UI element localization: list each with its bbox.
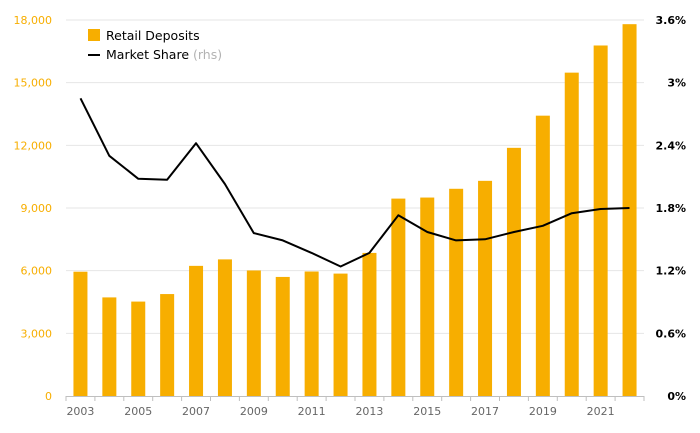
x-tick-label-2017: 2017 [471, 405, 499, 418]
legend-suffix-rhs: (rhs) [193, 47, 222, 62]
x-tick-label-2011: 2011 [298, 405, 326, 418]
x-tick-label-2021: 2021 [587, 405, 615, 418]
bar-series-retail-deposits [73, 24, 637, 397]
bar-retail-deposits-2006 [160, 294, 175, 396]
legend-label-retail-deposits: Retail Deposits [106, 28, 200, 43]
bar-retail-deposits-2019 [535, 115, 550, 396]
bar-retail-deposits-2007 [189, 265, 204, 396]
x-tick-label-2015: 2015 [413, 405, 441, 418]
y-left-tick-label: 12,000 [14, 139, 53, 152]
y-left-tick-label: 15,000 [14, 77, 53, 90]
gridlines [66, 19, 644, 334]
x-tick-label-2009: 2009 [240, 405, 268, 418]
y-left-tick-label: 0 [45, 390, 52, 403]
legend: Retail Deposits Market Share (rhs) [88, 28, 222, 62]
bar-retail-deposits-2005 [131, 301, 146, 396]
y-right-tick-label: 3% [667, 77, 686, 90]
y-left-tick-label: 18,000 [14, 14, 53, 27]
line-series-market-share [79, 97, 630, 268]
y-right-tick-label: 2.4% [655, 139, 686, 152]
bar-retail-deposits-2003 [73, 271, 88, 396]
y-right-tick-label: 1.2% [655, 265, 686, 278]
bar-retail-deposits-2004 [102, 297, 117, 396]
bar-retail-deposits-2020 [564, 72, 579, 396]
bar-retail-deposits-2017 [478, 180, 493, 396]
x-tick-label-2003: 2003 [66, 405, 94, 418]
bar-retail-deposits-2018 [506, 147, 521, 396]
y-right-tick-label: 0% [667, 390, 686, 403]
bar-retail-deposits-2008 [217, 259, 232, 396]
market-share-line [79, 97, 630, 268]
y-right-tick-label: 1.8% [655, 202, 686, 215]
bar-retail-deposits-2011 [304, 271, 319, 396]
bar-retail-deposits-2022 [622, 24, 637, 397]
bar-retail-deposits-2015 [420, 197, 435, 396]
bar-retail-deposits-2021 [593, 45, 608, 397]
bar-retail-deposits-2009 [246, 270, 261, 396]
bar-retail-deposits-2014 [391, 198, 406, 396]
y-right-tick-label: 3.6% [655, 14, 686, 27]
legend-label-market-share: Market Share (rhs) [106, 47, 222, 62]
x-tick-label-2007: 2007 [182, 405, 210, 418]
bar-retail-deposits-2016 [449, 188, 464, 396]
x-tick-label-2019: 2019 [529, 405, 557, 418]
y-left-tick-label: 6,000 [21, 265, 53, 278]
y-right-tick-label: 0.6% [655, 327, 686, 340]
y-left-tick-label: 9,000 [21, 202, 53, 215]
bar-retail-deposits-2013 [362, 252, 377, 396]
x-tick-label-2005: 2005 [124, 405, 152, 418]
legend-swatch-retail-deposits [88, 29, 100, 41]
bar-retail-deposits-2010 [275, 276, 290, 396]
bar-retail-deposits-2012 [333, 273, 348, 396]
y-left-tick-label: 3,000 [21, 327, 53, 340]
axes: 2003 2005 2007 2009 2011 2013 2015 2017 2019 2021… [14, 14, 687, 418]
x-tick-label-2013: 2013 [355, 405, 383, 418]
